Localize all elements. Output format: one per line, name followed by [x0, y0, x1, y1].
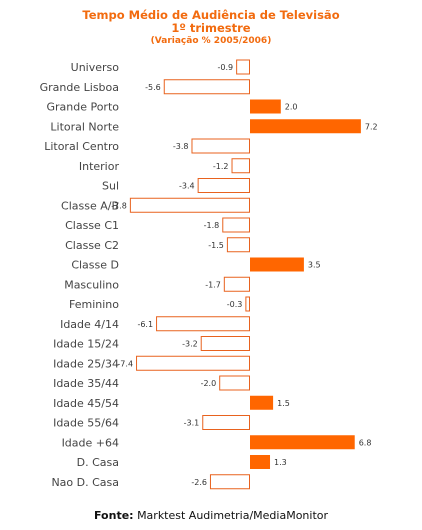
category-label: Grande Porto — [46, 101, 119, 114]
category-label: Classe C1 — [65, 219, 119, 232]
value-label: -7.4 — [117, 359, 133, 368]
bar — [250, 435, 355, 450]
value-label: 6.8 — [359, 438, 372, 447]
bar — [245, 296, 251, 312]
bar — [250, 455, 271, 469]
bar — [200, 336, 250, 351]
category-label: Idade 4/14 — [60, 318, 119, 331]
category-label: Idade +64 — [62, 436, 119, 449]
category-label: Feminino — [69, 298, 119, 311]
category-label: Idade 55/64 — [53, 417, 119, 430]
value-label: -1.8 — [204, 221, 220, 230]
bar — [222, 217, 250, 233]
category-label: Classe A/B — [61, 199, 119, 212]
bars — [129, 59, 361, 490]
category-label: Sul — [102, 180, 119, 193]
bar — [191, 138, 250, 154]
bar — [250, 99, 281, 114]
bar — [250, 395, 274, 410]
bar — [129, 197, 251, 213]
bar — [156, 316, 250, 332]
value-labels: -0.9 -5.6 2.0 7.2 -3.8 -1.2 -3.4 -7.8 -1.8 -1.5 3.… — [111, 63, 377, 487]
bar — [197, 178, 250, 193]
bar — [236, 59, 250, 75]
bar — [231, 158, 251, 174]
category-label: Idade 25/34 — [53, 357, 119, 370]
value-label: -3.2 — [182, 340, 198, 349]
category-label: Litoral Norte — [50, 120, 119, 133]
source-label: Fonte: — [93, 509, 134, 522]
value-label: -0.9 — [218, 63, 234, 72]
category-label: Interior — [79, 160, 120, 173]
category-label: Idade 15/24 — [53, 338, 119, 351]
chart-title-block: Tempo Médio de Audiência de Televisão 1º… — [0, 9, 422, 47]
category-label: Idade 45/54 — [53, 397, 119, 410]
category-label: Classe C2 — [65, 239, 119, 252]
value-label: -3.4 — [179, 182, 195, 191]
category-label: Grande Lisboa — [40, 81, 119, 94]
category-label: Idade 35/44 — [53, 377, 119, 390]
value-label: 2.0 — [285, 103, 298, 112]
value-label: 1.3 — [274, 458, 287, 467]
value-label: -2.0 — [201, 379, 217, 388]
bar — [202, 415, 250, 430]
value-label: -1.7 — [205, 280, 221, 289]
bar — [209, 474, 251, 490]
value-label: -1.2 — [213, 162, 229, 171]
bar — [250, 257, 304, 272]
value-label: -2.6 — [191, 478, 207, 487]
value-label: -5.6 — [145, 83, 161, 92]
chart-subtitle-variation: (Variação % 2005/2006) — [150, 36, 272, 46]
category-label: Masculino — [64, 278, 119, 291]
value-label: -1.5 — [208, 241, 224, 250]
value-label: -7.8 — [111, 201, 127, 210]
bar — [219, 375, 250, 391]
value-label: -3.1 — [184, 419, 200, 428]
source-note: Fonte: Marktest Audimetria/MediaMonitor — [0, 509, 422, 522]
bar — [250, 119, 361, 134]
category-label: Nao D. Casa — [51, 476, 119, 489]
chart-title: Tempo Médio de Audiência de Televisão — [82, 8, 340, 22]
source-text: Marktest Audimetria/MediaMonitor — [137, 509, 329, 522]
bar — [226, 237, 250, 253]
category-labels: Universo Grande Lisboa Grande Porto Litoral… — [40, 61, 120, 489]
value-label: -3.8 — [173, 142, 189, 151]
value-label: -0.3 — [227, 300, 243, 309]
category-label: D. Casa — [77, 456, 119, 469]
bar — [223, 276, 251, 292]
category-label: Universo — [71, 61, 120, 74]
bar — [163, 79, 250, 95]
value-label: 1.5 — [277, 399, 290, 408]
chart-subtitle: 1º trimestre — [171, 21, 251, 35]
value-label: 3.5 — [308, 261, 321, 270]
bar — [136, 355, 250, 371]
value-label: 7.2 — [365, 122, 378, 131]
value-label: -6.1 — [137, 320, 153, 329]
category-label: Litoral Centro — [44, 140, 119, 153]
category-label: Classe D — [71, 259, 119, 272]
